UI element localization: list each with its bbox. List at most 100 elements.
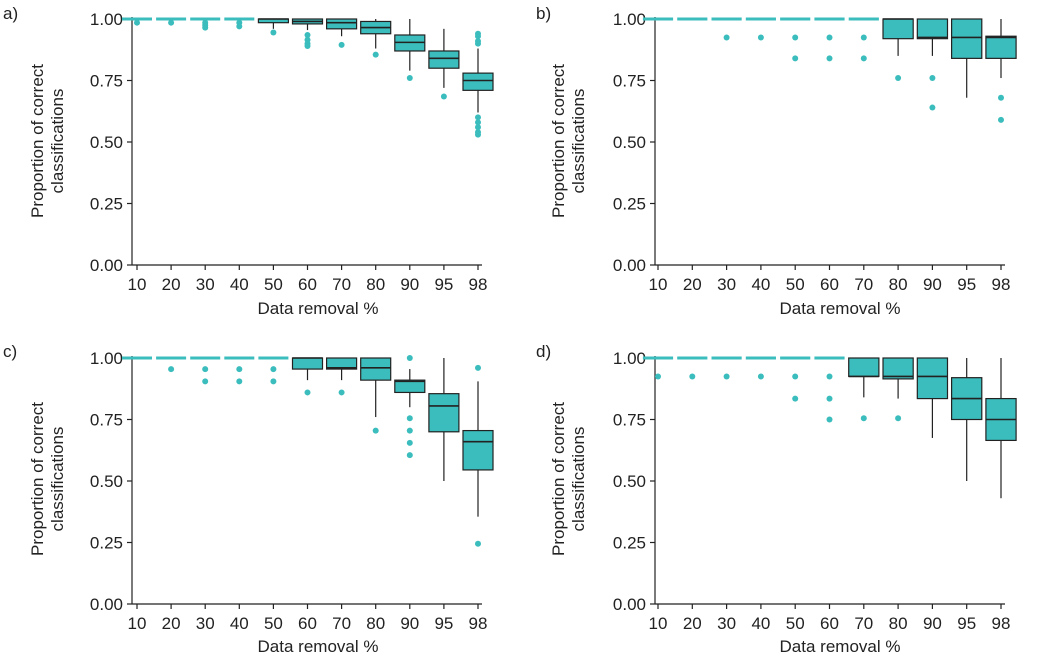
x-axis-label: Data removal % (257, 637, 379, 656)
y-tick-label: 0.00 (90, 256, 123, 275)
x-tick-label: 70 (854, 275, 873, 294)
x-tick-label: 30 (717, 275, 736, 294)
outlier-point (998, 116, 1004, 123)
outlier-point (826, 34, 833, 41)
x-tick-label: 30 (196, 275, 215, 294)
outlier-point (792, 395, 799, 402)
y-tick-label: 1.00 (90, 349, 123, 368)
panel-label: a) (3, 4, 19, 23)
y-tick-label: 0.75 (613, 411, 646, 430)
box (428, 50, 460, 69)
panel-label: b) (536, 4, 552, 23)
x-tick-label: 80 (366, 614, 385, 633)
outlier-point (826, 395, 833, 402)
outlier-point (338, 41, 345, 48)
x-tick-label: 10 (128, 275, 147, 294)
box (916, 18, 949, 40)
y-tick-label: 0.50 (90, 133, 123, 152)
x-tick-label: 10 (649, 275, 668, 294)
x-tick-label: 95 (434, 275, 453, 294)
outlier-point (475, 364, 481, 371)
x-tick-label: 98 (469, 275, 488, 294)
panel-label: c) (3, 342, 18, 361)
x-tick-label: 20 (162, 275, 181, 294)
x-tick-label: 90 (923, 614, 942, 633)
outlier-point (757, 373, 764, 380)
x-tick-label: 20 (683, 275, 702, 294)
outlier-point (895, 415, 902, 422)
outlier-point (860, 34, 867, 41)
y-tick-label: 0.25 (613, 534, 646, 553)
x-tick-label: 70 (332, 614, 351, 633)
outlier-point (826, 55, 833, 62)
box (394, 379, 426, 394)
x-axis-label: Data removal % (257, 299, 379, 318)
x-tick-label: 30 (196, 614, 215, 633)
y-tick-label: 0.25 (90, 534, 123, 553)
outlier-point (406, 452, 413, 459)
outlier-point (860, 55, 867, 62)
y-tick-label: 0.00 (90, 595, 123, 614)
x-tick-label: 40 (230, 614, 249, 633)
outlier-point (792, 34, 799, 41)
x-axis-label: Data removal % (779, 299, 901, 318)
outlier-point (475, 540, 481, 547)
box (882, 357, 914, 380)
x-tick-label: 70 (854, 614, 873, 633)
x-tick-label: 30 (717, 614, 736, 633)
outlier-point (655, 373, 661, 380)
outlier-point (406, 427, 413, 434)
x-tick-label: 98 (992, 614, 1011, 633)
outlier-point (723, 373, 730, 380)
outlier-point (860, 415, 867, 422)
x-tick-label: 10 (128, 614, 147, 633)
box (291, 357, 324, 370)
y-tick-label: 0.50 (90, 472, 123, 491)
outlier-point (440, 93, 447, 100)
outlier-point (723, 34, 730, 41)
x-tick-label: 98 (992, 275, 1011, 294)
x-tick-label: 80 (889, 275, 908, 294)
outlier-point (304, 31, 311, 38)
x-tick-label: 40 (751, 614, 770, 633)
box (882, 18, 914, 40)
outlier-point (202, 366, 209, 373)
x-tick-label: 95 (434, 614, 453, 633)
x-tick-label: 40 (230, 275, 249, 294)
x-tick-label: 95 (957, 275, 976, 294)
outlier-point (236, 23, 243, 30)
outlier-point (236, 366, 243, 373)
outlier-point (792, 55, 799, 62)
box (985, 35, 1017, 59)
outlier-point (304, 43, 311, 50)
y-tick-label: 1.00 (613, 349, 646, 368)
outlier-point (475, 131, 481, 138)
box (916, 357, 949, 400)
outlier-point (826, 416, 833, 423)
outlier-point (475, 40, 481, 47)
box (951, 18, 983, 59)
box (462, 429, 494, 471)
box (848, 357, 880, 378)
y-tick-label: 0.00 (613, 256, 646, 275)
outlier-point (475, 119, 481, 126)
x-tick-label: 20 (162, 614, 181, 633)
outlier-point (826, 373, 833, 380)
outlier-point (475, 33, 481, 40)
y-tick-label: 1.00 (613, 10, 646, 29)
x-tick-label: 95 (957, 614, 976, 633)
panel-label: d) (536, 342, 552, 361)
x-axis-label: Data removal % (779, 637, 901, 656)
x-tick-label: 70 (332, 275, 351, 294)
x-tick-label: 98 (469, 614, 488, 633)
x-tick-label: 60 (820, 614, 839, 633)
y-tick-label: 0.00 (613, 595, 646, 614)
outlier-point (406, 75, 413, 82)
outlier-point (929, 104, 936, 111)
outlier-point (895, 75, 902, 82)
outlier-point (134, 19, 140, 26)
outlier-point (475, 124, 481, 131)
x-tick-label: 80 (366, 275, 385, 294)
